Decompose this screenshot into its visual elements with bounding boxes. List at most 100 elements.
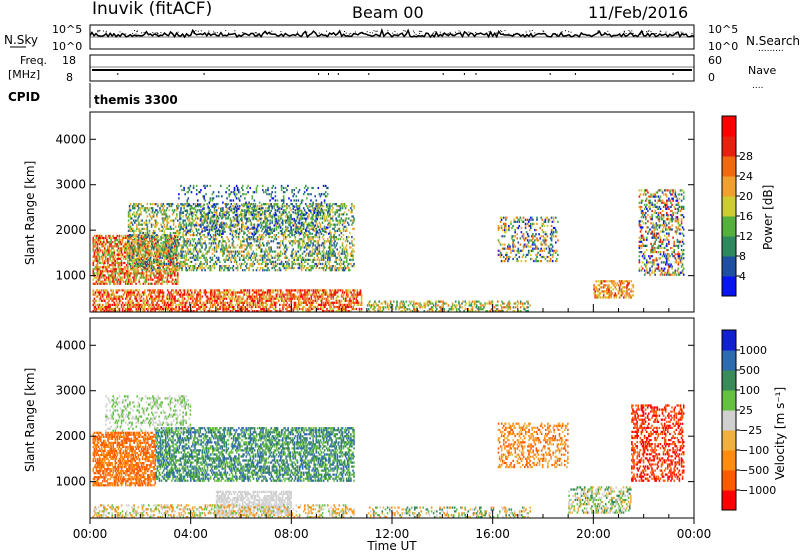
echo-cell <box>161 253 163 256</box>
echo-cell <box>320 305 323 309</box>
echo-cell <box>234 234 237 237</box>
echo-cell <box>168 205 171 208</box>
echo-cell <box>147 246 150 249</box>
echo-cell <box>235 236 238 239</box>
echo-cell <box>128 234 131 237</box>
echo-cell <box>97 255 100 258</box>
echo-cell <box>162 274 164 277</box>
echo-cell <box>168 303 170 306</box>
noise-search-dot <box>157 33 159 35</box>
echo-cell <box>170 301 172 304</box>
echo-cell <box>182 227 184 230</box>
echo-cell <box>204 293 207 296</box>
echo-cell <box>151 282 153 285</box>
echo-cell <box>338 303 341 306</box>
echo-cell <box>247 295 250 298</box>
noise-search-dot <box>225 30 227 32</box>
echo-cell <box>155 247 157 250</box>
echo-cell <box>312 291 315 294</box>
echo-cell <box>130 236 132 240</box>
echo-cell <box>139 238 141 241</box>
echo-cell <box>139 223 141 226</box>
echo-cell <box>131 301 133 304</box>
echo-cell <box>201 262 203 266</box>
echo-cell <box>329 307 331 311</box>
echo-cell <box>281 291 283 294</box>
echo-cell <box>172 301 174 304</box>
echo-cell <box>289 207 291 210</box>
echo-cell <box>176 274 178 277</box>
echo-cell <box>133 231 135 235</box>
echo-cell <box>330 310 332 313</box>
echo-cell <box>196 293 198 296</box>
echo-cell <box>322 310 324 313</box>
echo-cell <box>272 307 275 311</box>
echo-cell <box>109 243 111 246</box>
echo-cell <box>165 209 168 212</box>
echo-cell <box>307 267 309 270</box>
echo-cell <box>151 244 154 247</box>
echo-cell <box>92 239 95 242</box>
echo-cell <box>104 261 106 265</box>
echo-cell <box>140 223 142 226</box>
echo-cell <box>236 310 238 313</box>
echo-cell <box>300 297 302 300</box>
echo-cell <box>261 310 263 313</box>
echo-cell <box>134 295 136 298</box>
echo-cell <box>258 234 261 237</box>
echo-cell <box>109 234 111 237</box>
echo-cell <box>140 246 142 249</box>
echo-cell <box>181 295 184 298</box>
echo-cell <box>146 253 149 256</box>
echo-cell <box>146 207 149 210</box>
echo-cell <box>96 303 99 306</box>
echo-cell <box>147 253 150 256</box>
echo-cell <box>215 211 218 214</box>
echo-cell <box>166 234 169 237</box>
echo-cell <box>123 276 126 279</box>
echo-cell <box>170 243 173 246</box>
echo-cell <box>300 229 303 232</box>
echo-cell <box>143 261 146 265</box>
echo-cell <box>279 295 281 298</box>
echo-cell <box>185 244 187 247</box>
echo-cell <box>147 234 150 237</box>
echo-cell <box>258 269 261 272</box>
echo-cell <box>186 246 189 249</box>
noise-search-dot <box>599 31 601 33</box>
echo-cell <box>159 209 161 212</box>
echo-cell <box>186 238 189 241</box>
echo-cell <box>244 307 246 311</box>
echo-cell <box>195 301 197 304</box>
echo-cell <box>165 254 168 257</box>
echo-cell <box>123 236 126 240</box>
noise-search-dot <box>119 31 121 33</box>
echo-cell <box>198 305 200 309</box>
echo-cell <box>146 268 149 271</box>
echo-cell <box>145 227 148 230</box>
echo-cell <box>191 238 194 241</box>
echo-cell <box>235 297 237 300</box>
echo-cell <box>128 293 130 296</box>
echo-cell <box>94 241 97 244</box>
echo-cell <box>100 280 103 283</box>
echo-cell <box>99 274 102 277</box>
echo-cell <box>129 265 132 268</box>
echo-cell <box>287 305 289 309</box>
echo-cell <box>121 247 124 250</box>
echo-cell <box>249 295 252 298</box>
echo-cell <box>189 250 192 253</box>
echo-cell <box>109 282 111 285</box>
echo-cell <box>112 257 114 260</box>
station-title: Inuvik (fitACF) <box>92 0 212 19</box>
echo-cell <box>110 295 112 298</box>
echo-cell <box>225 246 227 249</box>
echo-cell <box>179 307 182 311</box>
echo-cell <box>137 217 139 220</box>
echo-cell <box>280 291 282 294</box>
echo-cell <box>135 272 137 275</box>
echo-cell <box>151 234 153 237</box>
echo-cell <box>285 260 287 263</box>
